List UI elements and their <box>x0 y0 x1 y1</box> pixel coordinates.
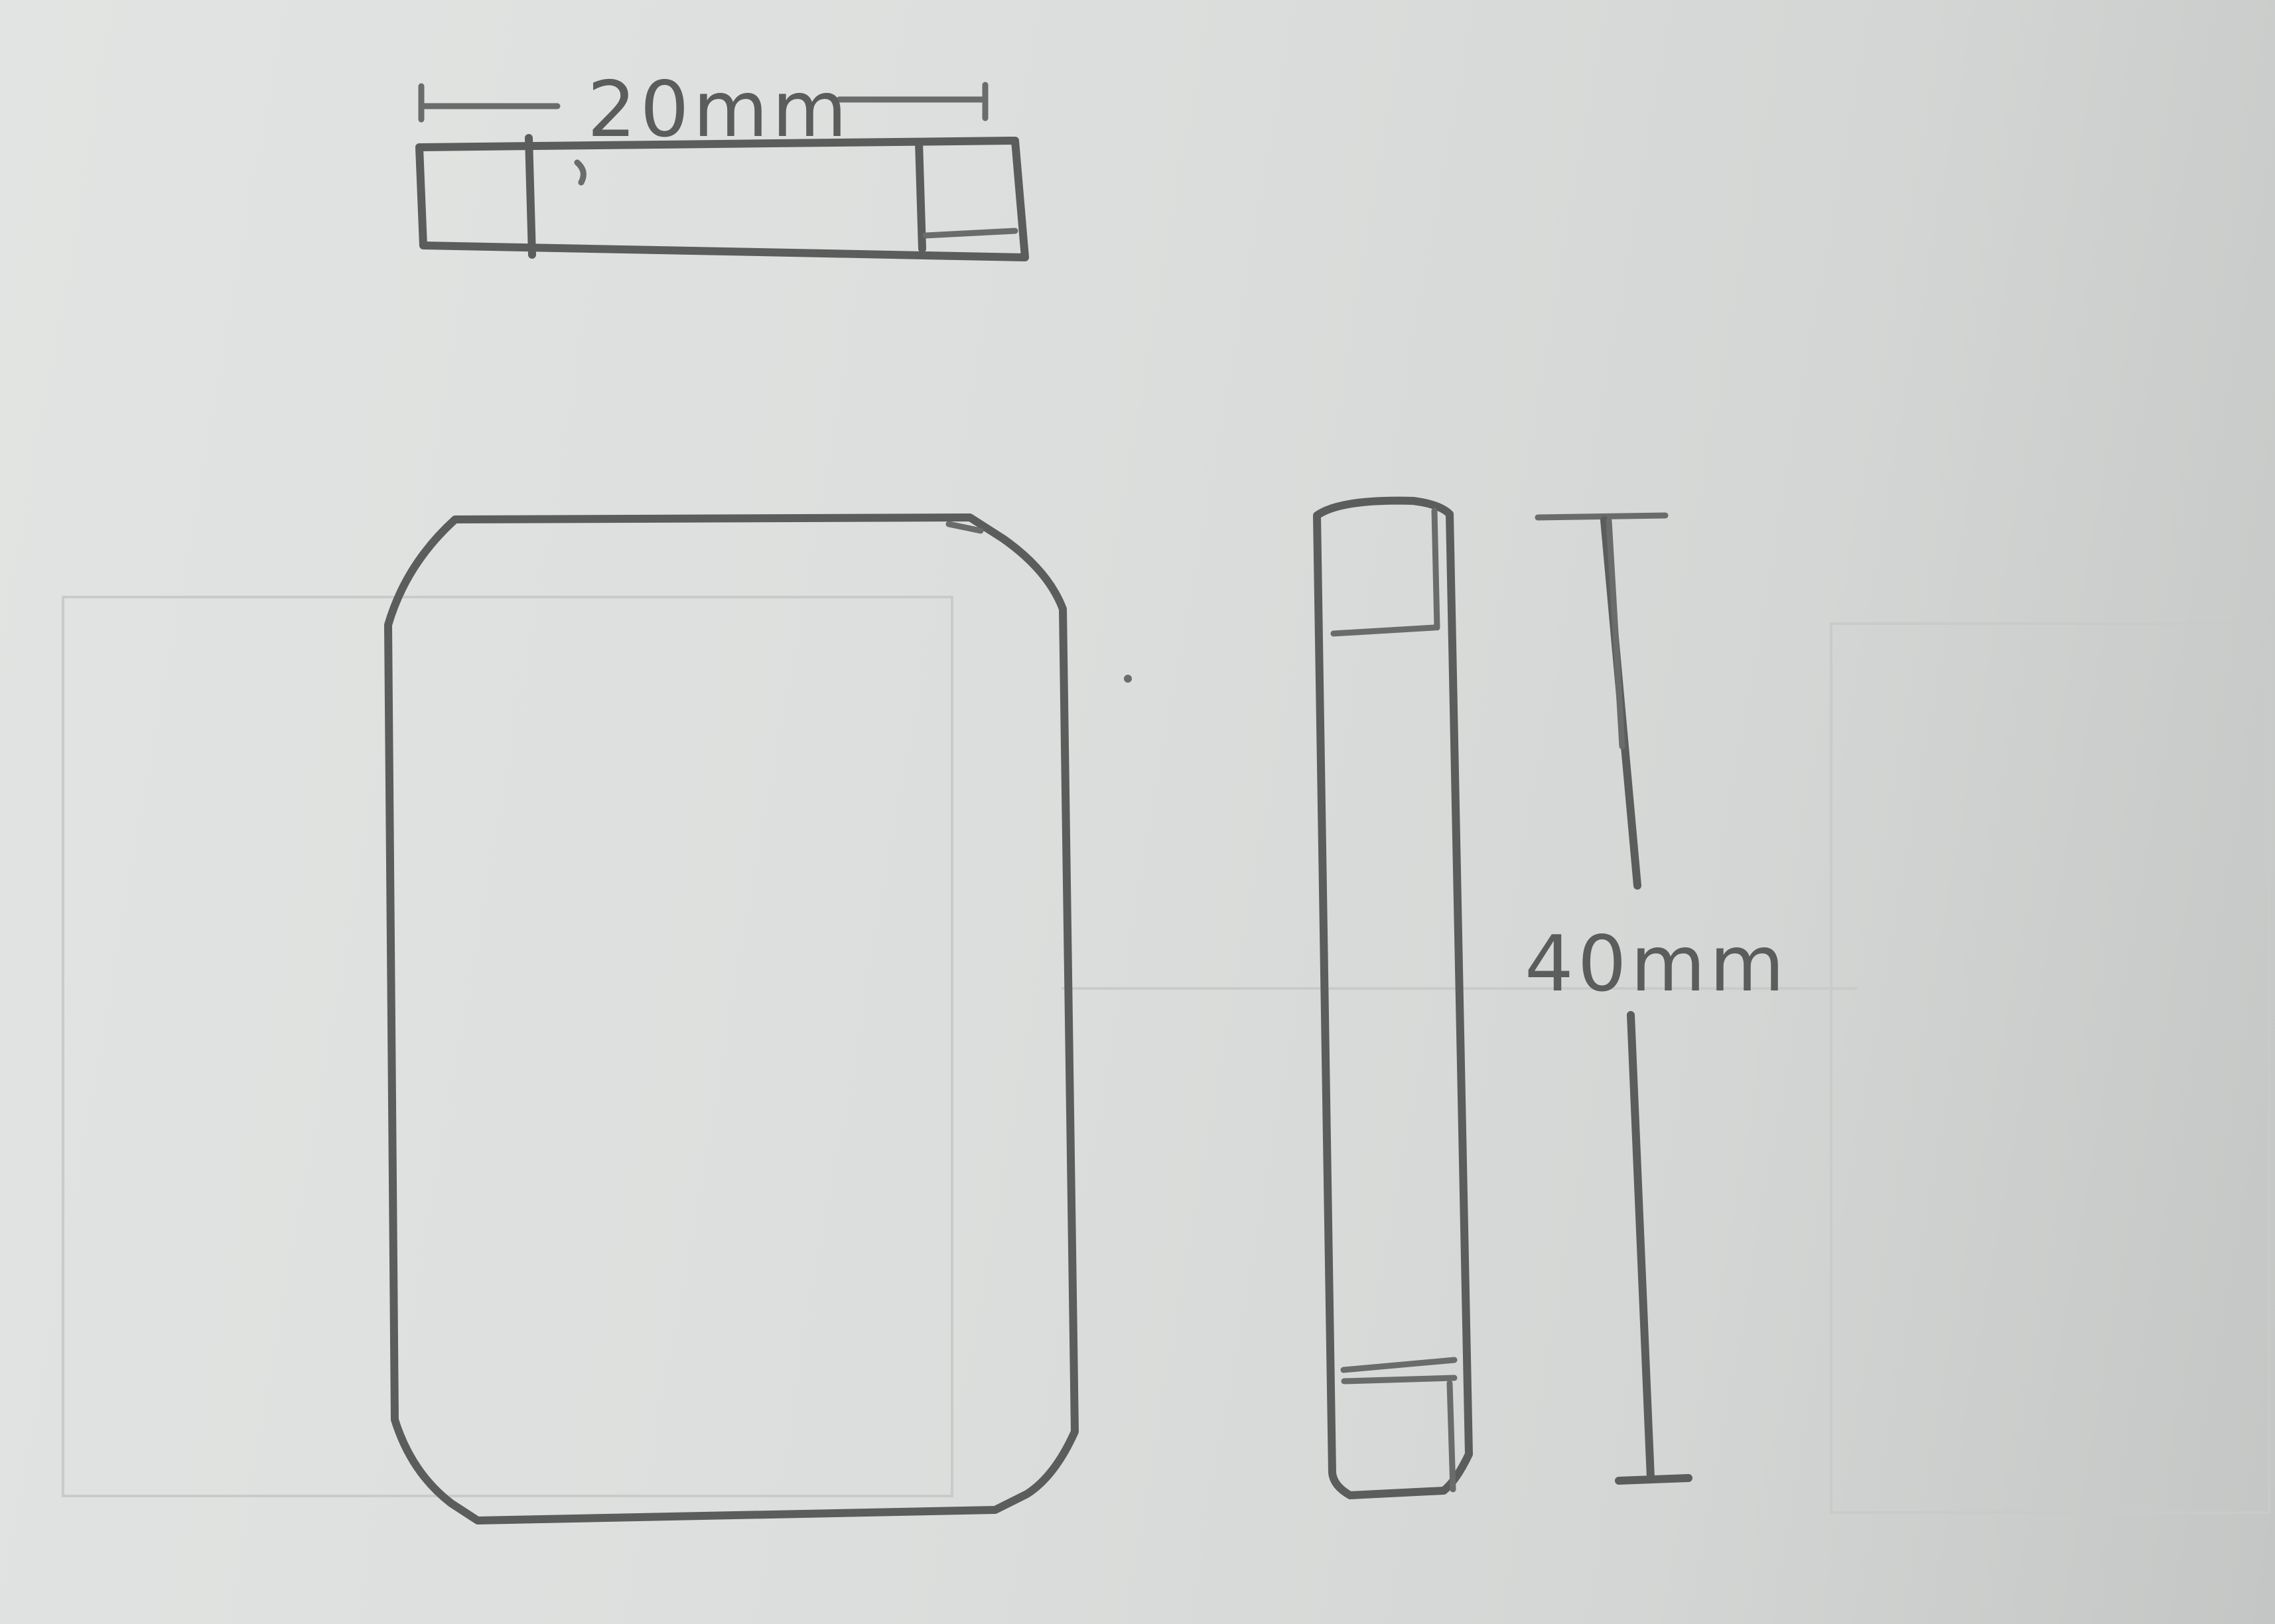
width-dimension-label: 20mm <box>587 65 851 155</box>
front-view-outline <box>384 513 1079 1524</box>
stray-mark <box>1124 675 1132 683</box>
side-view-outline <box>1313 496 1473 1499</box>
width-dimension-line <box>418 82 989 123</box>
height-dimension-line <box>1535 512 1692 1485</box>
height-dimension-label: 40mm <box>1525 919 1789 1009</box>
top-view-outline <box>415 134 1029 261</box>
